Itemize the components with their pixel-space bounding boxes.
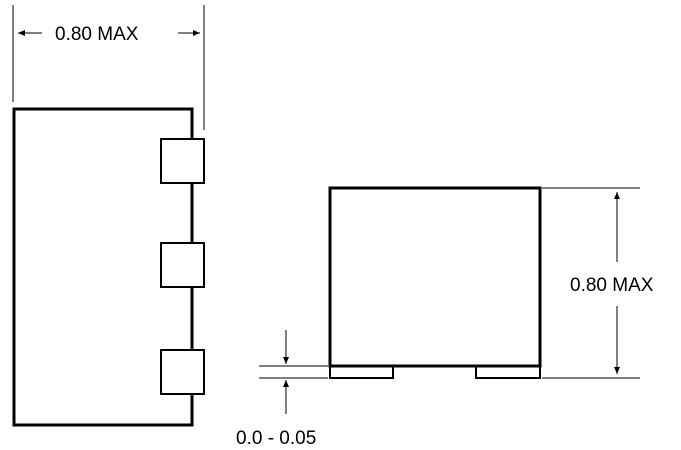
side-view-width-label: 0.80 MAX bbox=[55, 24, 139, 45]
side-view-width-arrow-left bbox=[18, 30, 42, 36]
front-view-height-arrow-top bbox=[614, 192, 620, 262]
side-view bbox=[12, 5, 205, 427]
front-view-pad-right bbox=[475, 365, 541, 379]
side-view-terminal-middle bbox=[160, 242, 205, 288]
front-view bbox=[259, 186, 640, 414]
side-view-terminal-top bbox=[160, 138, 205, 184]
standoff-label: 0.0 - 0.05 bbox=[236, 428, 316, 449]
side-view-terminal-bottom bbox=[160, 349, 205, 395]
front-view-body bbox=[328, 186, 542, 368]
side-view-width-arrow-right bbox=[178, 30, 200, 36]
front-view-height-label: 0.80 MAX bbox=[570, 275, 654, 296]
front-view-pad-left bbox=[329, 365, 394, 379]
standoff-arrow-up bbox=[283, 380, 289, 414]
front-view-height-arrow-bottom bbox=[614, 306, 620, 374]
standoff-arrow-down bbox=[283, 330, 289, 364]
